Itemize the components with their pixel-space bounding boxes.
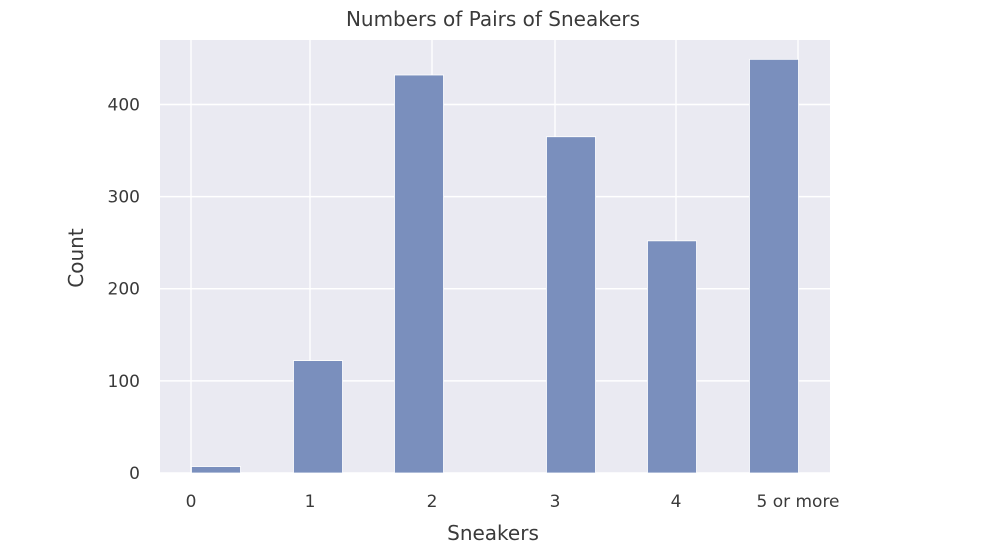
y-tick-labels: 0 100 200 300 400: [108, 95, 140, 484]
y-tick-label: 100: [108, 372, 140, 392]
x-tick-labels: 0 1 2 3 4 5 or more: [186, 492, 840, 512]
y-tick-label: 200: [108, 280, 140, 300]
bar: [394, 74, 444, 474]
bar: [293, 360, 343, 474]
x-axis-label: Sneakers: [447, 521, 539, 545]
x-tick-label: 0: [186, 492, 197, 512]
plot-area: [160, 40, 830, 473]
x-tick-label: 2: [427, 492, 438, 512]
y-axis-label: Count: [64, 228, 88, 288]
y-tick-label: 0: [129, 464, 140, 484]
bar: [191, 466, 241, 474]
bar: [546, 136, 596, 474]
horizontal-gridlines: [160, 103, 830, 474]
bars: [191, 58, 799, 474]
y-tick-label: 400: [108, 95, 140, 115]
bar: [749, 58, 799, 474]
bar: [647, 240, 697, 474]
x-tick-label: 1: [305, 492, 316, 512]
y-tick-label: 300: [108, 188, 140, 208]
x-tick-label: 3: [550, 492, 561, 512]
x-tick-label: 4: [671, 492, 682, 512]
chart-title: Numbers of Pairs of Sneakers: [346, 7, 640, 31]
x-tick-label: 5 or more: [756, 492, 839, 512]
